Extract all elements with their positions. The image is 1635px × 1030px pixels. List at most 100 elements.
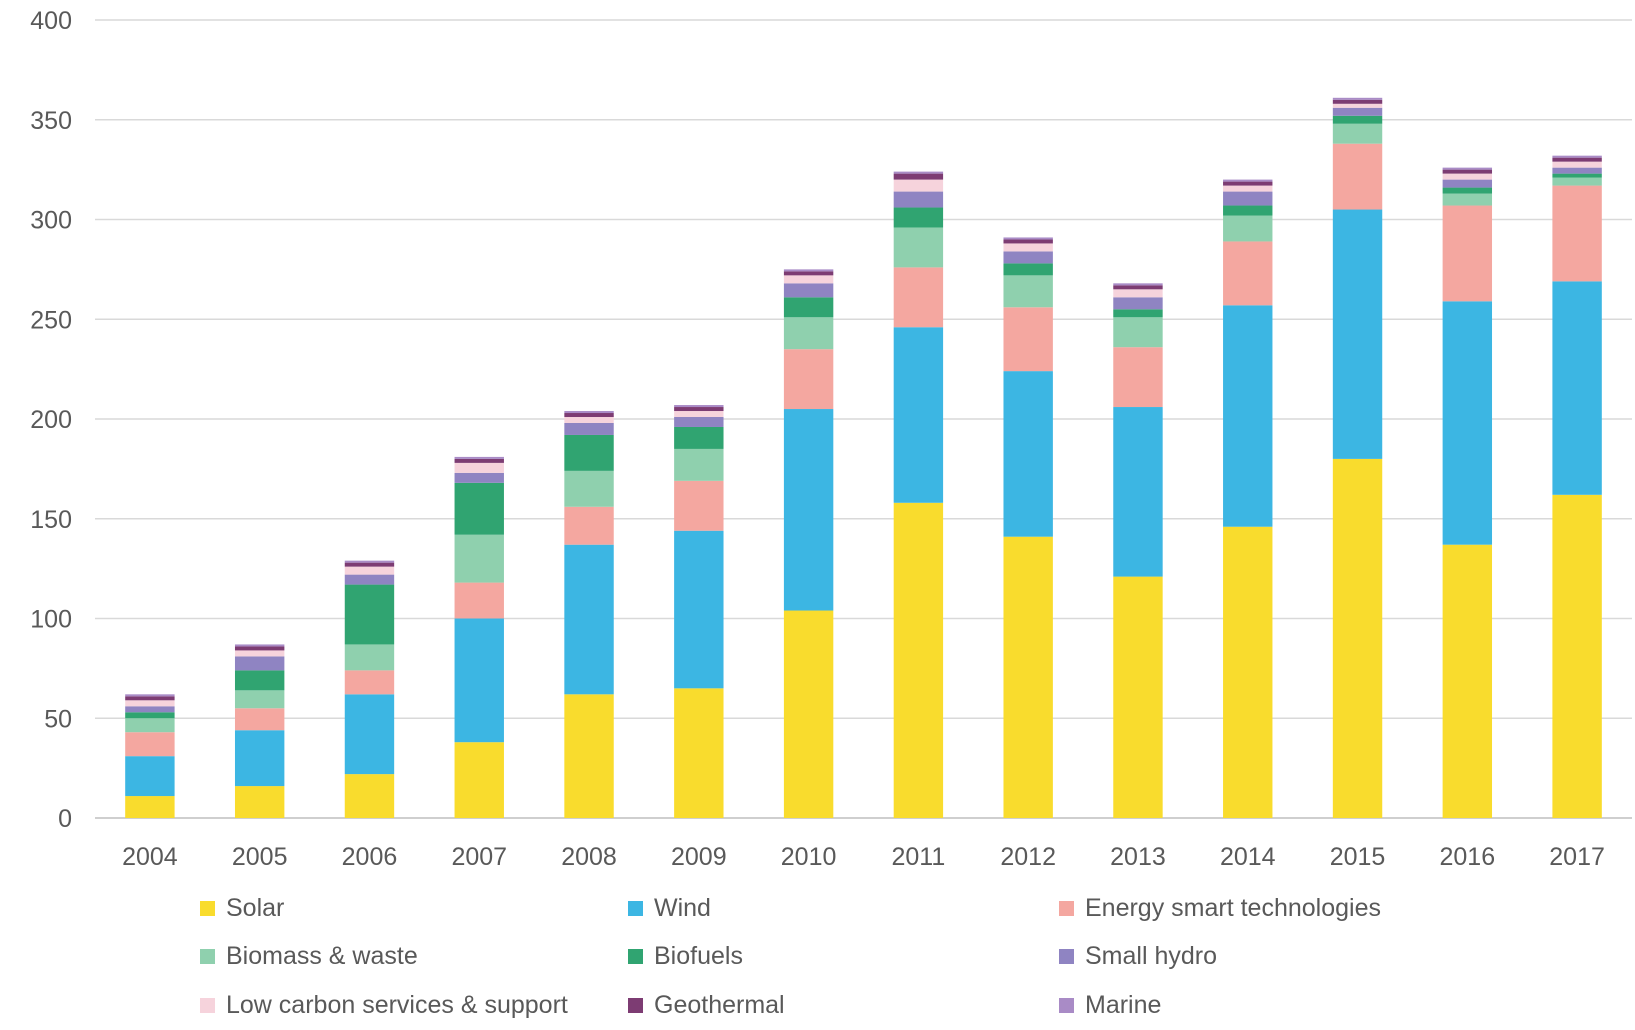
bar-2006-energy-smart-technologies — [344, 670, 395, 695]
legend-swatch-marine — [1059, 998, 1074, 1013]
bar-2005-biofuels — [234, 670, 285, 691]
x-tick-label-2004: 2004 — [122, 843, 178, 871]
legend-item-geothermal: Geothermal — [628, 991, 785, 1019]
y-tick-label-300: 300 — [30, 207, 72, 235]
bar-2013-geothermal — [1113, 285, 1163, 290]
bar-2009-low-carbon-services-and-support — [674, 411, 724, 418]
bar-2016-geothermal — [1442, 169, 1493, 174]
bar-2008-energy-smart-technologies — [564, 506, 614, 545]
bar-2005-wind — [234, 730, 285, 787]
bar-2007-low-carbon-services-and-support — [454, 462, 504, 473]
bar-2015-wind — [1332, 209, 1383, 459]
legend-swatch-wind — [628, 901, 643, 916]
bar-2010-marine — [783, 269, 834, 272]
gridlines — [95, 19, 1632, 819]
legend-item-low-carbon-services-and-support: Low carbon services & support — [200, 991, 568, 1019]
legend-label-solar: Solar — [226, 894, 284, 922]
legend-swatch-energy-smart-technologies — [1059, 901, 1074, 916]
bar-2011-low-carbon-services-and-support — [893, 179, 944, 192]
bar-2015-solar — [1332, 458, 1383, 818]
y-tick-label-200: 200 — [30, 406, 72, 434]
bar-2014-wind — [1223, 305, 1273, 527]
bar-2016-solar — [1442, 544, 1493, 818]
bar-2011-biomass-and-waste — [893, 227, 944, 268]
bar-2010-biomass-and-waste — [783, 317, 834, 350]
bar-2010-solar — [783, 610, 834, 818]
bar-2007-biomass-and-waste — [454, 534, 504, 583]
bar-2012-biofuels — [1003, 263, 1053, 276]
bar-2016-energy-smart-technologies — [1442, 205, 1493, 302]
bar-2017-marine — [1552, 155, 1602, 158]
bar-2016-wind — [1442, 301, 1493, 545]
bar-2004-geothermal — [125, 696, 175, 701]
bar-2006-biofuels — [344, 584, 395, 645]
bar-2006-geothermal — [344, 562, 395, 567]
bars — [125, 97, 1602, 818]
bar-2017-biomass-and-waste — [1552, 177, 1602, 186]
x-tick-label-2017: 2017 — [1549, 843, 1605, 871]
bar-2004-wind — [125, 756, 175, 797]
x-tick-label-2007: 2007 — [451, 843, 507, 871]
legend-item-biomass-and-waste: Biomass & waste — [200, 942, 418, 970]
bar-2004-energy-smart-technologies — [125, 732, 175, 757]
x-tick-label-2012: 2012 — [1000, 843, 1056, 871]
bar-2005-geothermal — [234, 646, 285, 651]
legend-swatch-biofuels — [628, 949, 643, 964]
bar-2006-solar — [344, 774, 395, 818]
bar-2017-biofuels — [1552, 173, 1602, 178]
bar-2017-low-carbon-services-and-support — [1552, 161, 1602, 168]
legend-label-biomass-and-waste: Biomass & waste — [226, 942, 418, 970]
legend-label-low-carbon-services-and-support: Low carbon services & support — [226, 991, 568, 1019]
bar-2016-low-carbon-services-and-support — [1442, 173, 1493, 180]
bar-2014-small-hydro — [1223, 191, 1273, 206]
legend-swatch-small-hydro — [1059, 949, 1074, 964]
bar-2012-energy-smart-technologies — [1003, 307, 1053, 372]
bar-2009-geothermal — [674, 407, 724, 412]
y-tick-label-150: 150 — [30, 506, 72, 534]
bar-2007-solar — [454, 742, 504, 818]
legend-label-energy-smart-technologies: Energy smart technologies — [1085, 894, 1381, 922]
bar-2013-low-carbon-services-and-support — [1113, 289, 1163, 298]
y-tick-label-100: 100 — [30, 606, 72, 634]
bar-2009-energy-smart-technologies — [674, 480, 724, 531]
legend-label-geothermal: Geothermal — [654, 991, 785, 1019]
bar-2007-geothermal — [454, 458, 504, 463]
bar-2012-low-carbon-services-and-support — [1003, 243, 1053, 252]
bar-2012-marine — [1003, 237, 1053, 240]
x-tick-label-2010: 2010 — [781, 843, 837, 871]
bar-2015-low-carbon-services-and-support — [1332, 103, 1383, 108]
bar-2008-marine — [564, 411, 614, 414]
bar-2012-geothermal — [1003, 239, 1053, 244]
y-tick-label-400: 400 — [30, 7, 72, 35]
bar-2017-energy-smart-technologies — [1552, 185, 1602, 282]
x-tick-label-2015: 2015 — [1330, 843, 1386, 871]
bar-2013-energy-smart-technologies — [1113, 347, 1163, 408]
bar-2017-wind — [1552, 281, 1602, 495]
bar-2009-biofuels — [674, 426, 724, 449]
bar-2007-energy-smart-technologies — [454, 582, 504, 619]
bar-2010-small-hydro — [783, 283, 834, 298]
x-tick-label-2016: 2016 — [1440, 843, 1496, 871]
bar-2010-low-carbon-services-and-support — [783, 275, 834, 284]
bar-2014-energy-smart-technologies — [1223, 241, 1273, 306]
bar-2012-small-hydro — [1003, 251, 1053, 264]
bar-2006-low-carbon-services-and-support — [344, 566, 395, 575]
y-tick-label-50: 50 — [44, 705, 72, 733]
bar-2015-biomass-and-waste — [1332, 123, 1383, 144]
bar-2011-small-hydro — [893, 191, 944, 208]
bar-2009-small-hydro — [674, 417, 724, 427]
bar-2013-marine — [1113, 283, 1163, 286]
bar-2004-small-hydro — [125, 706, 175, 713]
bar-2005-solar — [234, 786, 285, 818]
bar-2011-wind — [893, 327, 944, 503]
bar-2009-marine — [674, 405, 724, 408]
bar-2016-biomass-and-waste — [1442, 193, 1493, 206]
bar-2015-biofuels — [1332, 115, 1383, 124]
bar-2004-biofuels — [125, 712, 175, 719]
bar-2008-small-hydro — [564, 422, 614, 435]
bar-2015-marine — [1332, 97, 1383, 100]
bar-2014-biofuels — [1223, 205, 1273, 216]
bar-2015-geothermal — [1332, 99, 1383, 104]
bar-2004-marine — [125, 694, 175, 697]
